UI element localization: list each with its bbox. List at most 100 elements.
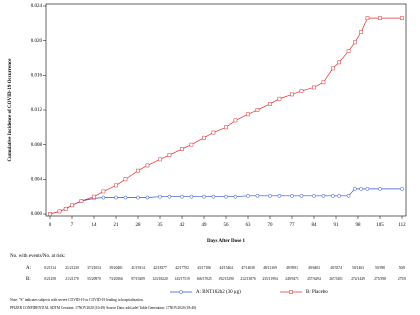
plot-frame [45,3,407,217]
at-risk-cell: 39/20481 [109,266,123,270]
marker [136,168,140,173]
at-risk-cell: 42/18377 [153,266,167,270]
marker [331,66,335,71]
at-risk-cell: 73/20366 [109,277,123,281]
y-tick-label: 0.020 [31,39,43,44]
marker [255,193,260,198]
at-risk-cell: 47/14038 [241,266,255,270]
marker [337,193,341,198]
at-risk-cell: 249/9471 [285,277,299,281]
marker [359,30,363,34]
marker [277,193,282,198]
marker [312,193,316,198]
at-risk-cell: 50/1463 [352,266,364,270]
marker [255,108,260,112]
marker [233,118,238,123]
at-risk-cell: 42/17702 [175,266,189,270]
at-risk-cell: 123/18220 [152,277,168,281]
x-tick-label: 0 [49,223,52,228]
at-risk-cell: 143/17519 [174,277,190,281]
marker [312,85,316,90]
at-risk-cell: 21/21170 [65,277,79,281]
marker [321,80,326,85]
x-tick-label: 14 [92,223,98,228]
x-tick-label: 56 [224,223,230,228]
marker [70,203,74,208]
marker [114,183,118,188]
marker [92,194,96,199]
note: PFIZER CONFIDENTIAL SDTM Creation: 17NOV… [10,306,197,311]
x-axis-title: Days After Dose 1 [207,239,246,244]
marker [211,194,216,199]
y-tick-label: 0.008 [31,143,43,148]
y-axis-title: Cumulative Incidence of COVID-19 Occurre… [8,58,13,162]
marker [378,187,382,191]
marker [211,130,216,135]
x-tick-label: 49 [202,223,208,228]
marker [57,209,62,214]
marker [400,187,404,191]
at-risk-cell: 0/21258 [44,277,56,281]
y-tick-label: 0.000 [31,212,43,217]
marker [189,142,194,147]
marker [290,193,294,198]
marker [268,102,272,106]
at-risk-row-label: A: [26,266,31,271]
at-risk-cell: 21/21230 [65,266,79,270]
marker [365,16,370,20]
marker [337,60,341,65]
marker [359,187,363,191]
at-risk-row-label: B: [26,277,31,282]
at-risk-cell: 267/3301 [329,277,343,281]
marker [353,40,357,45]
marker [277,96,282,101]
at-risk-cell: 50/0 [399,266,406,270]
at-risk-cell: 235/11994 [262,277,277,281]
at-risk-cell: 49/6403 [308,266,320,270]
at-risk-cell: 55/20970 [87,277,101,281]
x-tick-label: 112 [398,223,406,228]
marker [224,125,228,130]
at-risk-cell: 166/17025 [196,277,212,281]
marker [48,212,52,216]
marker [189,194,194,199]
at-risk-cell: 212/13876 [240,277,256,281]
marker [158,194,162,199]
marker [268,193,272,198]
y-tick-label: 0.012 [31,108,43,113]
at-risk-cell: 275/0 [398,277,406,281]
marker [400,16,404,20]
marker [101,189,106,194]
marker [321,193,326,198]
marker [114,195,118,200]
at-risk-cell: 43/17186 [197,266,211,270]
at-risk-cell: 275/398 [374,277,386,281]
marker [63,206,68,211]
y-tick-label: 0.024 [31,4,43,9]
at-risk-cell: 41/19314 [131,266,145,270]
marker [202,194,206,199]
marker [167,153,172,157]
marker [353,187,357,191]
x-tick-label: 91 [334,223,340,228]
marker [101,195,106,200]
at-risk-cell: 97/19209 [131,277,145,281]
marker [158,157,162,162]
x-tick-label: 28 [136,223,142,228]
y-tick-label: 0.004 [31,177,43,182]
marker [299,89,304,93]
x-tick-label: 63 [246,223,252,228]
x-tick-label: 105 [376,223,384,228]
marker [145,195,150,200]
marker [145,163,150,168]
marker [123,195,128,200]
at-risk-title: No. with events/No. at risk: [10,254,65,259]
x-tick-label: 98 [356,223,362,228]
marker [123,177,128,182]
marker [202,135,206,140]
at-risk-cell: 50/398 [375,266,385,270]
legend-label: B: Placebo [306,290,328,295]
marker [378,16,382,20]
legend-label: A: BNT162b2 (30 μg) [196,290,241,295]
marker [365,187,370,191]
